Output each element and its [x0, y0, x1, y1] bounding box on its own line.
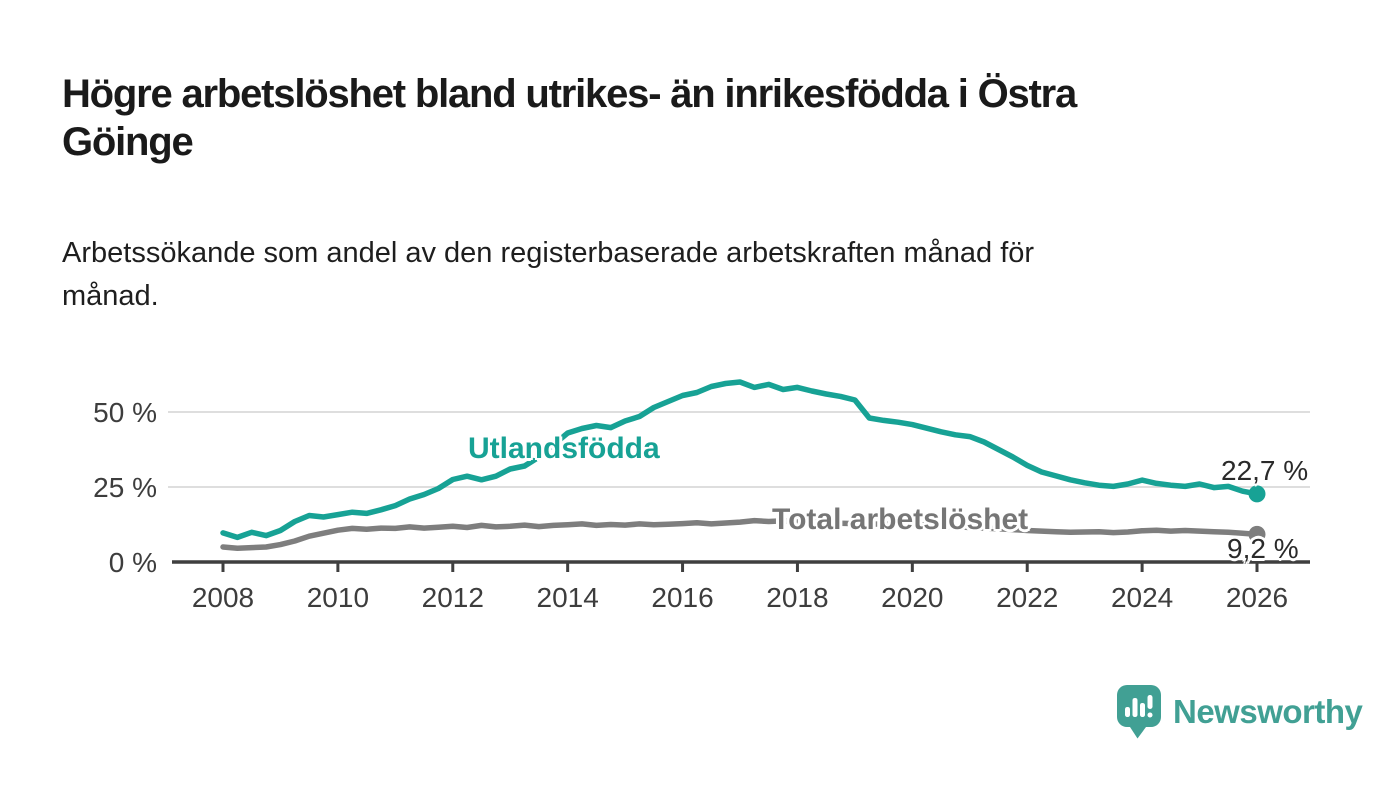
series-label-total-arbetsloshet: Total arbetslöshet [772, 503, 1029, 536]
svg-text:25 %: 25 % [93, 472, 157, 503]
series-label-utlandsfodda: Utlandsfödda [468, 432, 660, 465]
end-value-total-arbetsloshet: 9,2 % [1227, 533, 1299, 564]
svg-text:0 %: 0 % [109, 547, 157, 578]
svg-text:2014: 2014 [537, 582, 599, 613]
svg-text:2008: 2008 [192, 582, 254, 613]
newsworthy-logo: Newsworthy [1116, 684, 1363, 740]
svg-text:50 %: 50 % [93, 397, 157, 428]
svg-text:2026: 2026 [1226, 582, 1288, 613]
end-value-utlandsfodda: 22,7 % [1221, 455, 1309, 486]
newsworthy-wordmark: Newsworthy [1173, 693, 1363, 730]
newsworthy-logo-icon [1116, 684, 1162, 740]
svg-text:2010: 2010 [307, 582, 369, 613]
chart-subtitle-line1: Arbetssökande som andel av den registerb… [62, 237, 1035, 269]
page-title: Högre arbetslöshet bland utrikes- än inr… [62, 70, 1077, 166]
svg-text:2016: 2016 [651, 582, 713, 613]
chart-subtitle-line2: månad. [62, 280, 159, 312]
page-title-line2: Göinge [62, 120, 194, 164]
svg-text:2018: 2018 [766, 582, 828, 613]
chart-subtitle: Arbetssökande som andel av den registerb… [62, 232, 1034, 318]
svg-text:2020: 2020 [881, 582, 943, 613]
svg-text:2022: 2022 [996, 582, 1058, 613]
svg-text:2012: 2012 [422, 582, 484, 613]
svg-text:2024: 2024 [1111, 582, 1173, 613]
page-title-line1: Högre arbetslöshet bland utrikes- än inr… [62, 72, 1077, 116]
